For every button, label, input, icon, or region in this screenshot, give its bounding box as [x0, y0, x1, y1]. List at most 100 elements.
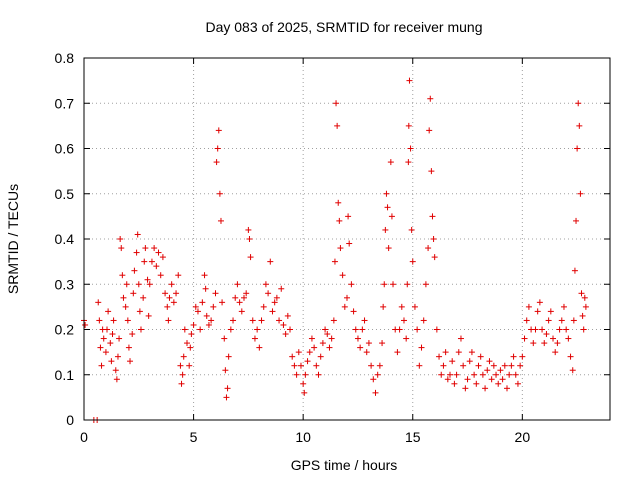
data-point — [388, 213, 395, 220]
data-point — [177, 362, 184, 369]
data-point — [404, 281, 411, 288]
data-point — [112, 367, 119, 374]
data-point — [573, 217, 580, 224]
data-point — [532, 326, 539, 333]
data-point — [97, 344, 104, 351]
grid-lines — [84, 58, 610, 420]
data-point — [246, 236, 253, 242]
data-point — [276, 317, 283, 324]
data-point — [442, 349, 449, 356]
data-point — [151, 245, 158, 252]
data-point — [337, 245, 344, 252]
data-point — [181, 326, 188, 333]
data-point — [119, 272, 126, 279]
data-point — [578, 290, 585, 297]
data-point — [258, 317, 265, 324]
data-point — [405, 122, 412, 129]
data-point — [429, 213, 436, 220]
data-point — [280, 321, 287, 328]
data-point — [265, 290, 272, 297]
data-point — [521, 335, 528, 342]
data-point — [269, 308, 276, 315]
data-point — [396, 326, 403, 333]
data-point — [104, 326, 111, 333]
data-point — [236, 299, 243, 306]
data-point — [116, 335, 123, 342]
data-point — [370, 376, 377, 383]
data-point — [293, 371, 300, 378]
data-point — [82, 321, 89, 328]
data-point — [346, 240, 353, 247]
data-point — [455, 349, 462, 356]
data-point — [304, 358, 311, 365]
data-point — [232, 294, 239, 301]
data-point — [227, 326, 234, 333]
data-point — [400, 317, 407, 324]
data-point — [503, 385, 510, 392]
data-point — [326, 344, 333, 351]
data-point — [225, 353, 232, 360]
data-point — [162, 290, 169, 297]
data-point — [569, 367, 576, 374]
data-point — [205, 321, 212, 328]
data-point — [447, 371, 454, 378]
data-point — [457, 335, 464, 342]
data-point — [146, 281, 153, 288]
data-point — [301, 389, 308, 396]
data-point — [554, 340, 561, 347]
data-point — [407, 145, 414, 152]
data-point — [567, 353, 574, 360]
data-point — [545, 317, 552, 324]
data-point — [466, 358, 473, 365]
data-point — [215, 127, 222, 134]
data-point — [486, 358, 493, 365]
data-point — [173, 290, 180, 297]
data-point — [306, 349, 313, 356]
data-point — [558, 317, 565, 324]
data-point — [202, 285, 209, 292]
data-point — [570, 317, 577, 324]
data-point — [315, 371, 322, 378]
axis-ticks — [83, 57, 610, 421]
data-point — [192, 303, 199, 310]
data-point — [348, 281, 355, 288]
data-point — [142, 245, 149, 252]
data-point — [575, 100, 582, 107]
data-point — [166, 294, 173, 301]
y-tick-label: 0.5 — [55, 186, 75, 202]
data-point — [363, 349, 370, 356]
y-tick-label: 0.7 — [55, 95, 75, 111]
data-point — [230, 317, 237, 324]
data-point — [157, 272, 164, 279]
data-point — [319, 340, 326, 347]
data-point — [514, 380, 521, 387]
y-tick-label: 0.3 — [55, 276, 75, 292]
data-point — [409, 258, 416, 265]
data-points — [81, 77, 589, 423]
data-point — [324, 331, 331, 338]
x-tick-label: 5 — [190, 429, 198, 445]
data-point — [256, 344, 263, 351]
data-point — [109, 331, 116, 338]
y-axis-label: SRMTID / TECUs — [5, 184, 21, 294]
data-point — [359, 326, 366, 333]
data-point — [251, 335, 258, 342]
data-point — [188, 331, 195, 338]
data-point — [380, 303, 387, 310]
data-point — [406, 77, 413, 84]
data-point — [289, 353, 296, 360]
data-point — [464, 376, 471, 383]
data-point — [216, 190, 223, 197]
data-point — [179, 371, 186, 378]
data-point — [287, 326, 294, 333]
data-point — [394, 349, 401, 356]
data-point — [105, 308, 112, 315]
data-point — [390, 281, 397, 288]
data-point — [328, 335, 335, 342]
data-point — [184, 340, 191, 347]
data-point — [512, 371, 519, 378]
data-point — [217, 217, 224, 224]
data-point — [428, 168, 435, 175]
data-point — [271, 299, 278, 306]
x-axis-label: GPS time / hours — [291, 457, 398, 473]
